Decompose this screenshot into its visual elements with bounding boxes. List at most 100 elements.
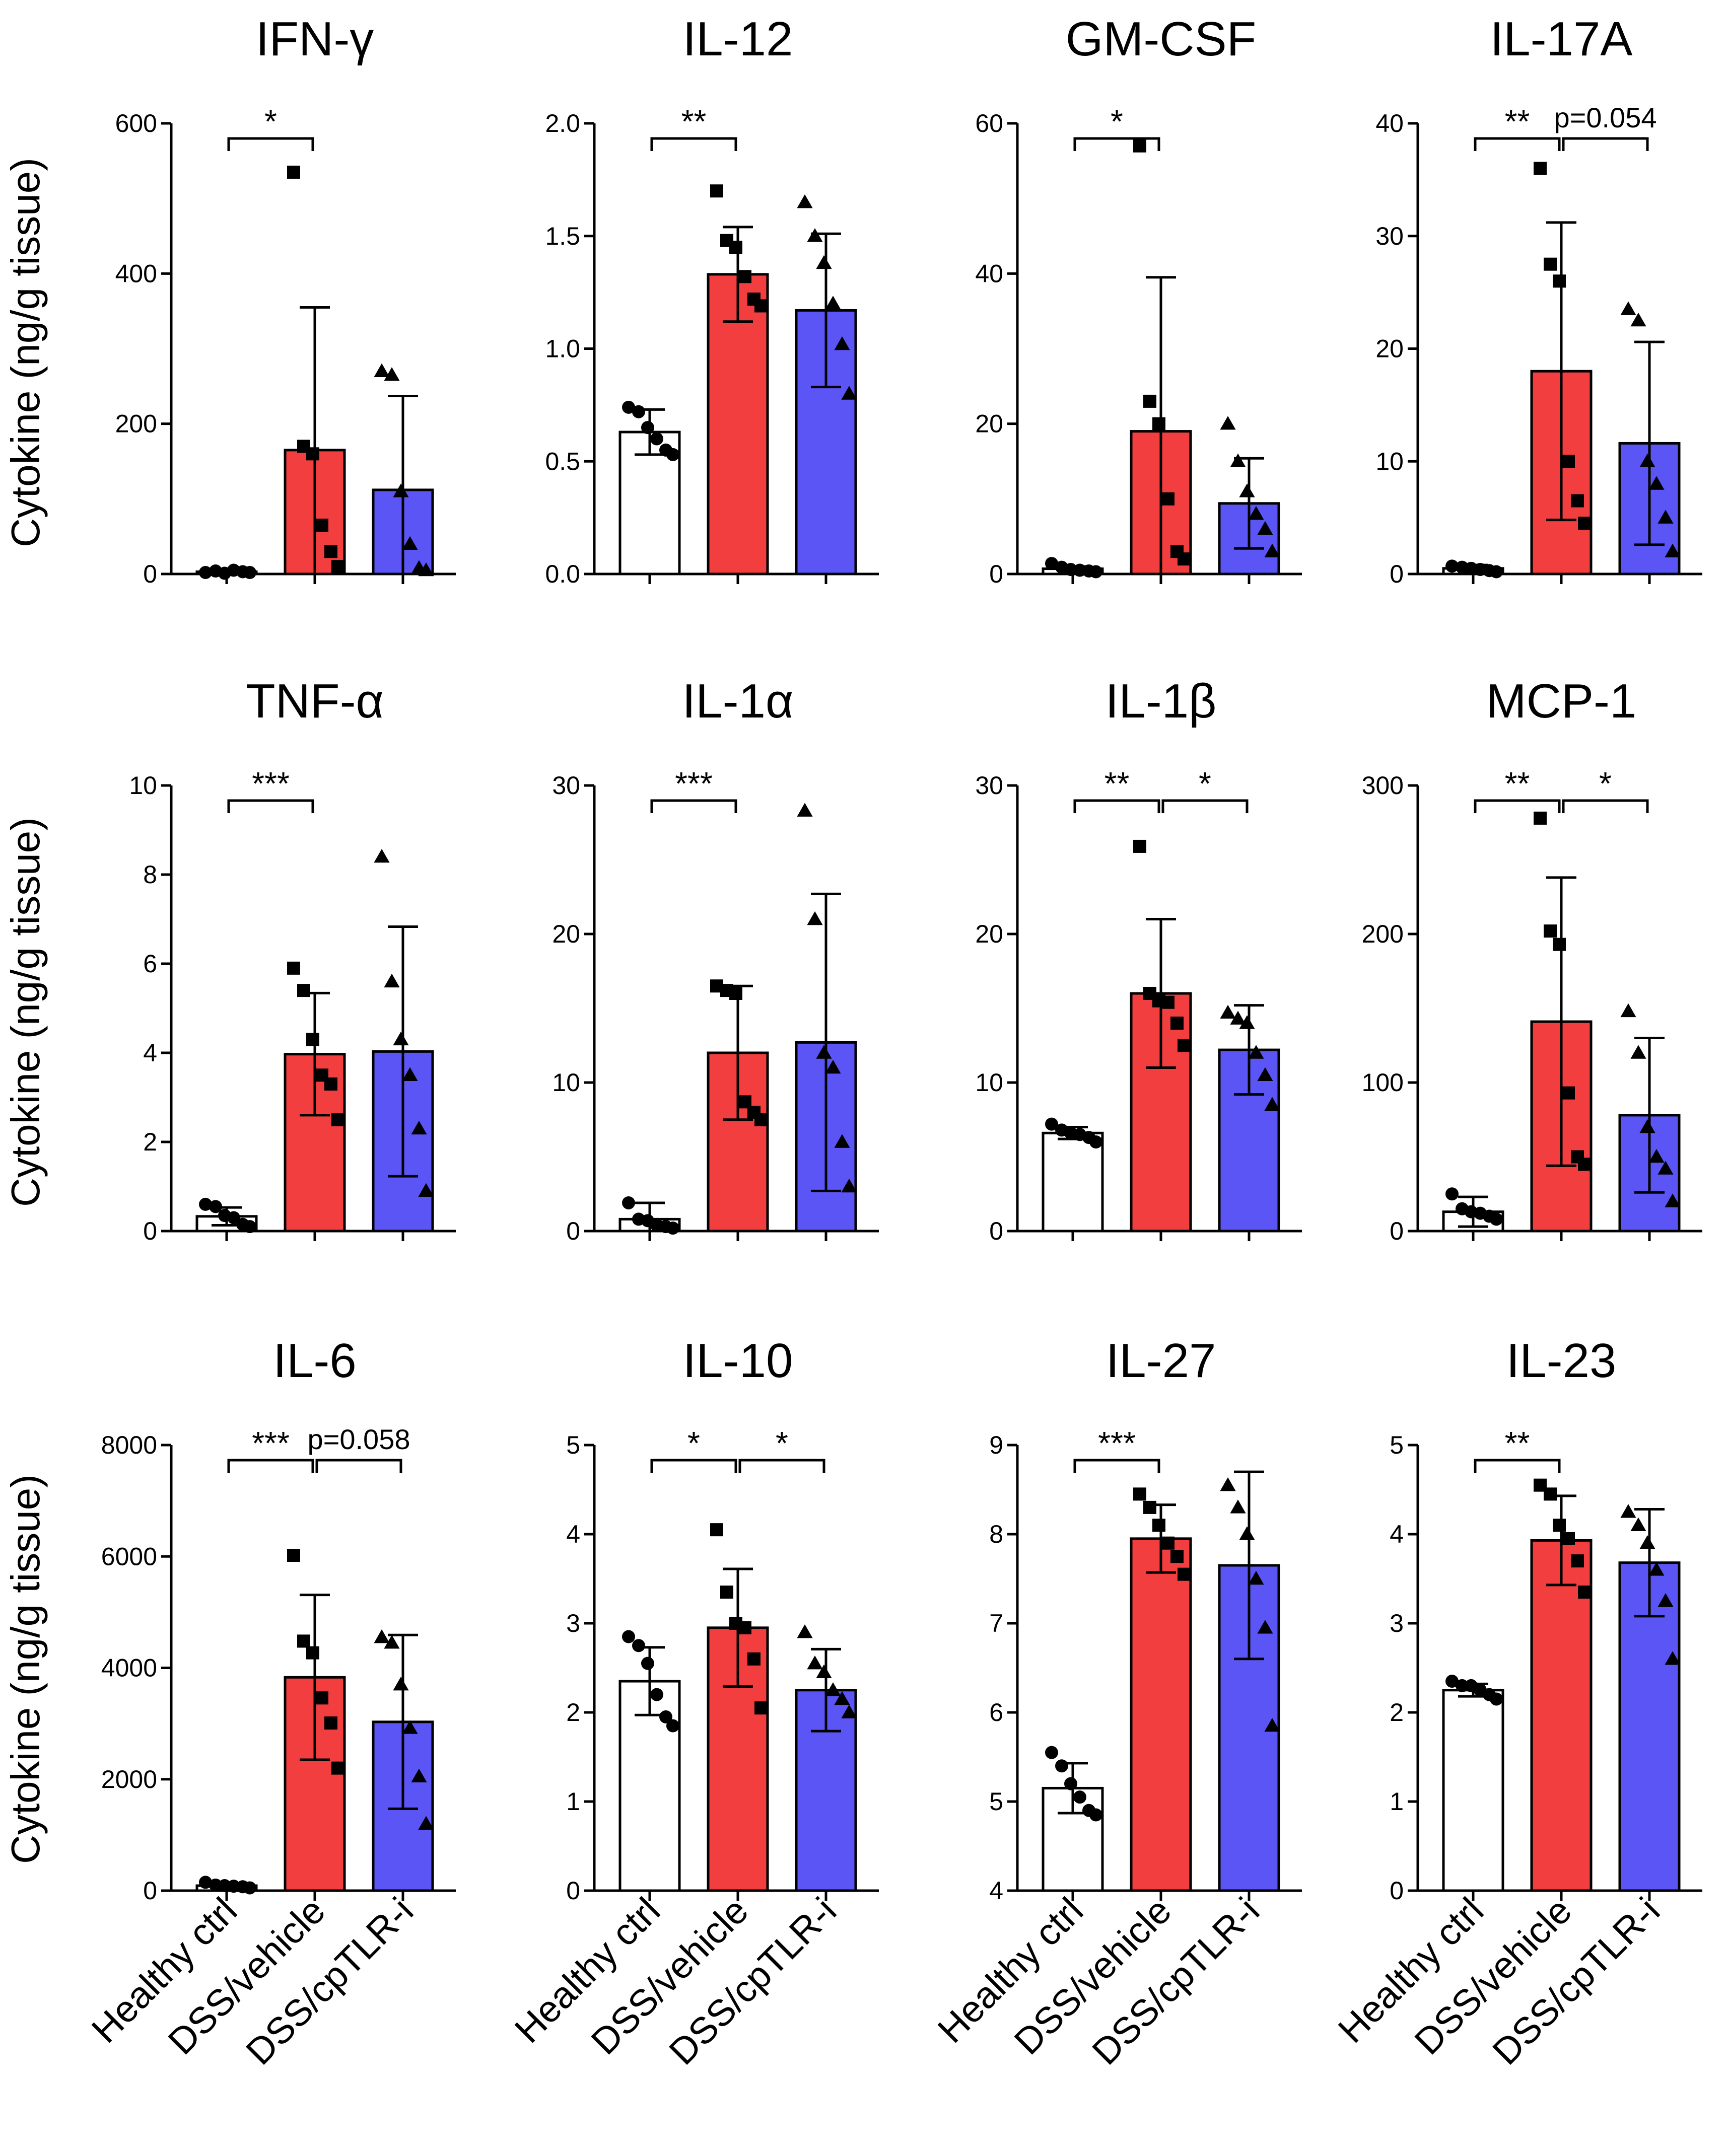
data-point [622,1196,635,1209]
data-point [1639,1535,1655,1549]
data-point [1578,1586,1591,1599]
data-point [816,1045,832,1059]
significance-label: *** [675,765,713,802]
significance-bracket [315,1459,402,1473]
data-point [1571,494,1584,508]
y-tick-label: 20 [552,920,580,948]
y-tick-label: 0 [989,1217,1003,1245]
data-point [418,1183,434,1197]
y-tick-label: 8 [143,860,157,889]
panel-title: IL-17A [1490,12,1633,66]
y-tick-label: 8000 [101,1431,157,1459]
data-point [816,1664,832,1679]
data-point [297,1634,310,1648]
significance-label: * [776,1425,788,1461]
y-tick-label: 6 [143,950,157,978]
significance-bracket [1073,799,1160,813]
y-tick-label: 30 [975,771,1003,800]
significance-label: * [1111,103,1123,139]
panel-title: GM-CSF [1066,12,1257,66]
y-tick-label: 200 [115,410,157,438]
panel-il-12: IL-12 0.0 0.5 1.0 1.5 2.0 ** [545,12,879,588]
y-tick-label: 30 [552,771,580,800]
data-point [1534,162,1547,175]
data-point [1490,1212,1503,1226]
data-point [816,255,832,269]
y-tick-label: 0.0 [545,560,580,588]
y-tick-label: 0 [143,1877,157,1905]
data-point [1445,1187,1459,1201]
data-point [1161,995,1175,1009]
data-point [324,1077,337,1091]
data-point [418,562,434,577]
data-point [632,1639,645,1652]
y-tick-label: 9 [989,1431,1003,1459]
significance-label: ** [1505,103,1530,139]
significance-label: p=0.058 [308,1423,410,1455]
y-tick-label: 1.0 [545,335,580,363]
data-point [650,432,663,446]
data-point [1639,1119,1655,1133]
data-point [1239,1015,1255,1029]
y-tick-label: 3 [566,1609,580,1637]
panel-il-10: IL-10 0 1 2 3 4 5 * * [566,1334,879,1905]
data-point [1220,1004,1236,1019]
data-point [1544,257,1557,271]
data-point [1089,565,1102,579]
significance-bracket [1562,137,1649,151]
data-point [666,448,679,461]
data-point [287,1549,300,1562]
data-point [324,545,337,558]
panel-il-6: IL-6 0 2000 4000 6000 8000 *** p=0.058 [101,1334,456,1905]
data-point [1161,492,1175,506]
data-point [641,421,654,435]
data-point [825,1682,841,1696]
y-tick-label: 6000 [101,1542,157,1570]
significance-label: * [1599,765,1612,802]
data-point [807,228,823,242]
data-point [1620,1003,1636,1018]
y-tick-label: 100 [1362,1068,1404,1097]
y-tick-label: 4 [1390,1520,1404,1548]
data-point [659,1710,672,1723]
data-point [1178,1567,1191,1581]
y-tick-label: 2 [566,1698,580,1727]
data-point [1562,455,1575,468]
significance-bracket [1073,1459,1160,1473]
y-tick-label: 1 [1390,1787,1404,1816]
data-point [797,803,813,817]
data-point [1445,1675,1459,1688]
y-tick-label: 0 [1390,560,1404,588]
data-point [402,1720,418,1734]
data-point [1630,1045,1646,1059]
data-point [754,1113,768,1126]
data-point [1553,274,1566,288]
data-point [1665,1193,1681,1207]
y-tick-label: 20 [1375,335,1404,363]
data-point [1648,1148,1665,1163]
significance-bracket [650,137,737,151]
y-tick-label: 1.5 [545,222,580,250]
data-point [1064,1777,1077,1790]
data-point [315,1691,328,1705]
data-point [807,1656,823,1670]
data-point [1578,517,1591,530]
data-point [1264,1717,1280,1732]
panel-title: IL-6 [273,1334,356,1388]
data-point [1553,938,1566,951]
data-point [729,987,742,1000]
data-point [1239,483,1255,497]
data-point [1544,924,1557,938]
y-tick-label: 10 [1375,447,1404,475]
y-tick-label: 400 [115,259,157,288]
data-point [402,536,418,550]
panel-title: IL-1α [682,674,794,728]
y-tick-label: 0 [1390,1877,1404,1905]
y-axis-label-row2: Cytokine (ng/g tissue) [3,817,48,1207]
panel-title: IL-27 [1106,1334,1216,1388]
y-tick-label: 0 [989,560,1003,588]
y-tick-label: 4 [989,1877,1003,1905]
y-tick-label: 2000 [101,1765,157,1793]
